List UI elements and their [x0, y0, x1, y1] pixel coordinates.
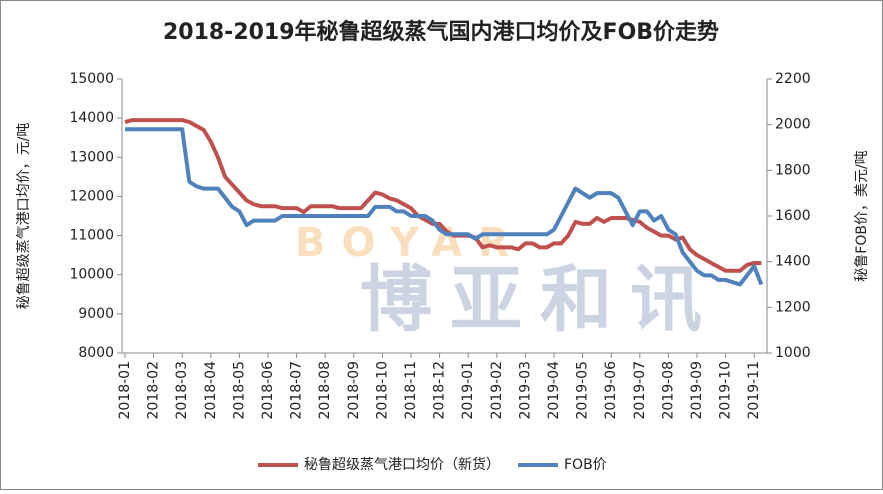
y2-tick-label: 1200 [775, 299, 811, 315]
y2-axis-title: 秘鲁FOB价，美元/吨 [854, 150, 870, 281]
watermark: BOYAR [295, 220, 525, 266]
y2-tick-label: 1800 [775, 162, 811, 178]
chart-title: 2018-2019年秘鲁超级蒸气国内港口均价及FOB价走势 [163, 19, 719, 45]
y-tick-label: 13000 [69, 149, 114, 165]
legend-label: 秘鲁超级蒸气港口均价（新货） [304, 456, 500, 473]
x-tick-label: 2018-04 [203, 361, 219, 420]
y2-tick-label: 1000 [775, 345, 811, 361]
x-tick-label: 2018-05 [231, 361, 247, 420]
x-tick-label: 2018-03 [174, 361, 190, 420]
x-tick-label: 2018-08 [317, 361, 333, 420]
y2-tick-label: 2200 [775, 71, 811, 87]
y-tick-label: 12000 [69, 188, 114, 204]
x-tick-label: 2018-06 [260, 361, 276, 420]
x-tick-label: 2018-09 [346, 361, 362, 420]
series-line [125, 127, 764, 287]
y-tick-label: 8000 [78, 345, 114, 361]
x-tick-label: 2018-07 [289, 361, 305, 420]
y2-tick-label: 1400 [775, 254, 811, 270]
y2-tick-label: 1600 [775, 208, 811, 224]
x-tick-label: 2018-02 [146, 361, 162, 420]
legend-label: FOB价 [564, 457, 607, 473]
x-tick-label: 2019-03 [517, 361, 533, 420]
y2-tick-label: 2000 [775, 117, 811, 133]
x-tick-label: 2018-12 [432, 361, 448, 420]
y-tick-label: 15000 [69, 71, 114, 87]
watermark: 博亚和讯 [360, 258, 720, 342]
x-tick-label: 2019-06 [603, 361, 619, 420]
y-tick-label: 11000 [69, 228, 114, 244]
x-tick-label: 2019-01 [460, 361, 476, 420]
y-tick-label: 10000 [69, 267, 114, 283]
x-tick-label: 2019-08 [660, 361, 676, 420]
x-tick-label: 2019-11 [746, 361, 762, 420]
y-tick-label: 14000 [69, 110, 114, 126]
y-axis-title: 秘鲁超级蒸气港口均价，元/吨 [16, 123, 32, 310]
x-tick-label: 2019-10 [718, 361, 734, 420]
y-tick-label: 9000 [78, 306, 114, 322]
x-tick-label: 2019-07 [632, 361, 648, 420]
x-tick-label: 2018-11 [403, 361, 419, 420]
series-line [124, 118, 762, 273]
x-tick-label: 2018-01 [117, 361, 133, 420]
x-tick-label: 2019-09 [689, 361, 705, 420]
x-tick-label: 2019-02 [489, 361, 505, 420]
x-tick-label: 2018-10 [374, 361, 390, 420]
x-tick-label: 2019-05 [575, 361, 591, 420]
x-tick-label: 2019-04 [546, 361, 562, 420]
